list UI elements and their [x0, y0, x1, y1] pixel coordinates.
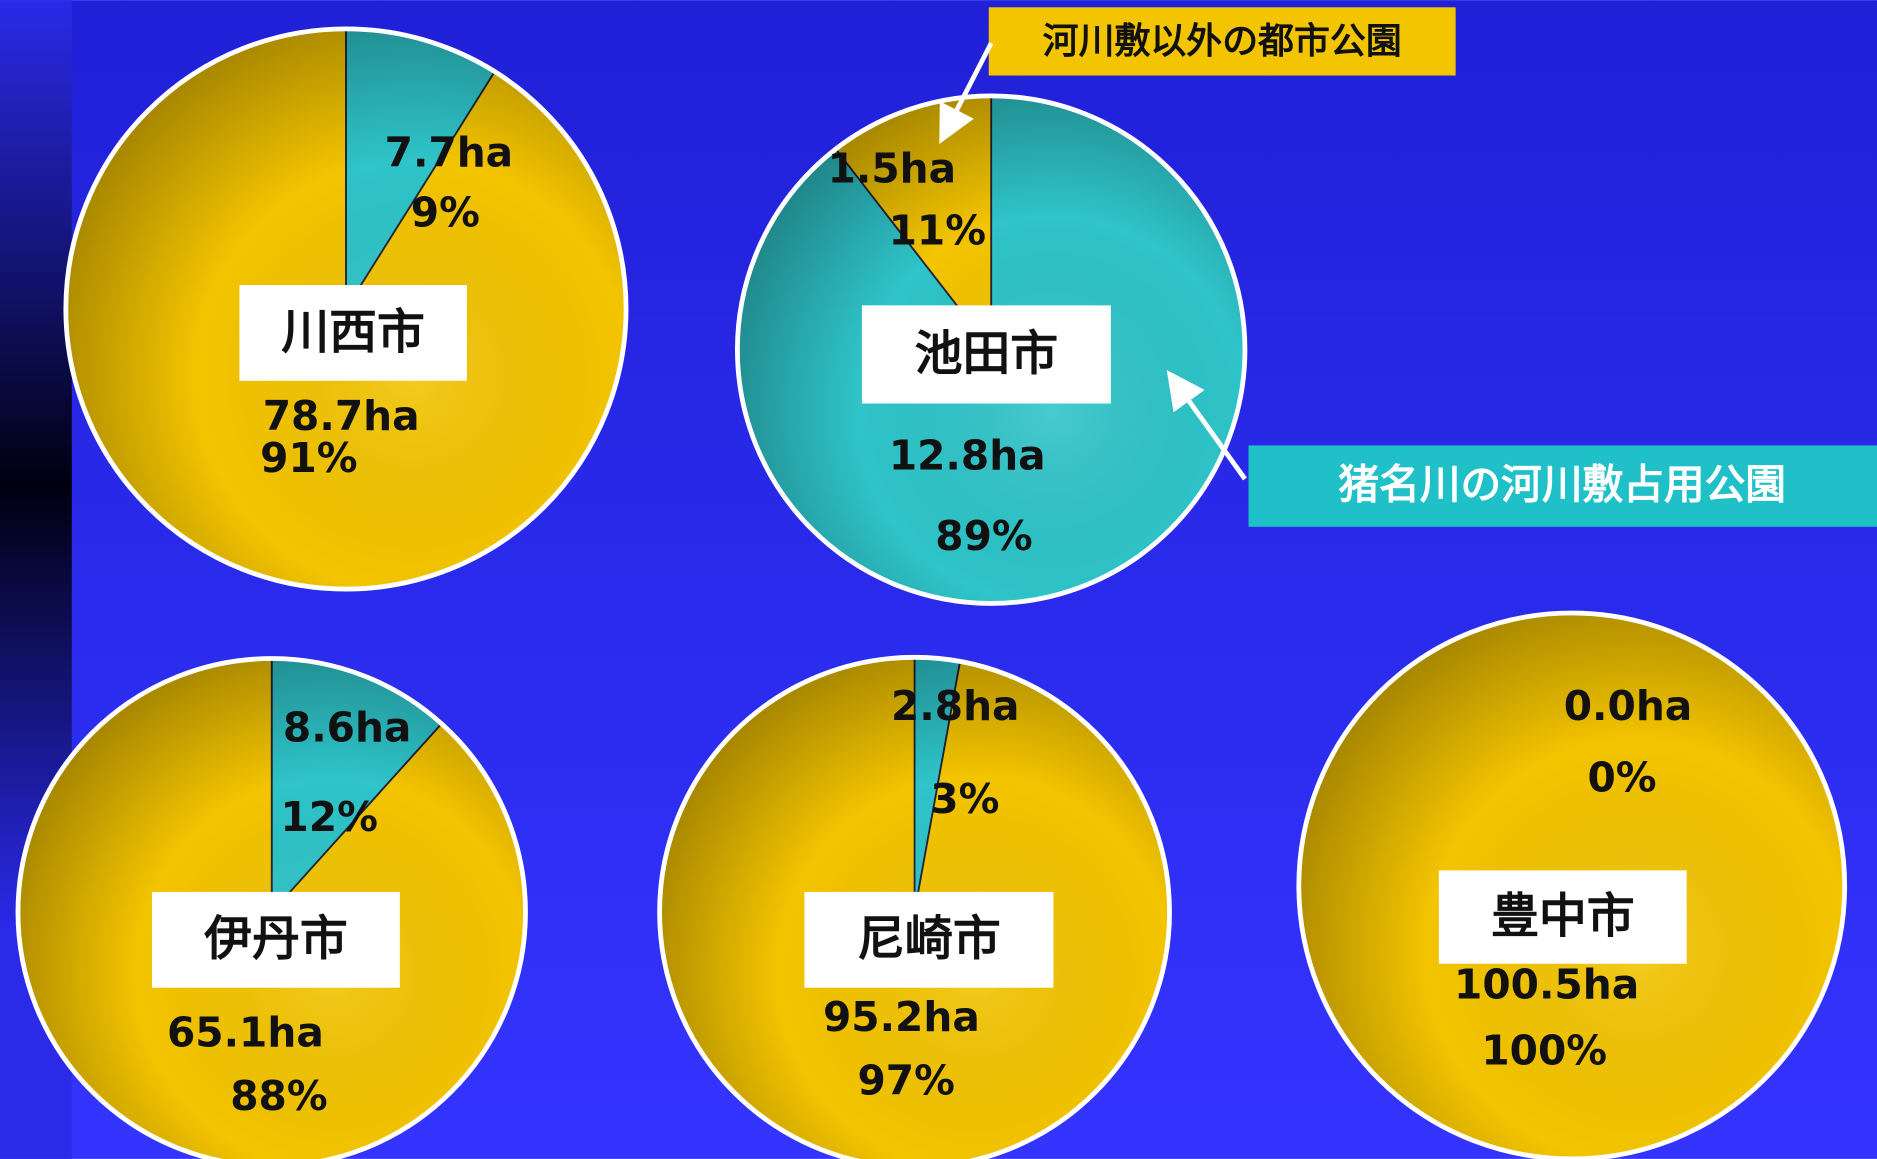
- percent-label: 89%: [935, 512, 1032, 560]
- callout: 猪名川の河川敷占用公園: [1338, 460, 1786, 508]
- pie-title: 池田市: [915, 327, 1059, 382]
- name-box: [239, 285, 467, 381]
- value-label: 100.5ha: [1454, 961, 1639, 1009]
- pie-title: 豊中市: [1491, 889, 1635, 944]
- name-box: [152, 891, 400, 988]
- percent-label: 88%: [230, 1072, 327, 1120]
- value-label: 95.2ha: [823, 993, 980, 1041]
- callout-box: [988, 7, 1456, 76]
- value-label: 65.1ha: [167, 1009, 324, 1057]
- percent-label: 97%: [857, 1056, 954, 1104]
- value-label: 1.5ha: [828, 144, 957, 192]
- name-box: [861, 305, 1111, 404]
- arrow: [1166, 370, 1247, 481]
- percent-label: 11%: [889, 207, 986, 255]
- arrow: [939, 42, 994, 145]
- callout: 河川敷以外の都市公園: [1043, 21, 1402, 62]
- value-label: 78.7ha: [263, 392, 420, 440]
- percent-label: 91%: [260, 434, 357, 482]
- percent-label: 9%: [411, 189, 480, 237]
- pie-title: 伊丹市: [203, 912, 348, 967]
- pie-title: 川西市: [281, 305, 425, 360]
- pie-title: 尼崎市: [857, 912, 1001, 967]
- value-label: 12.8ha: [889, 432, 1046, 480]
- percent-label: 12%: [280, 793, 377, 841]
- name-box: [1438, 870, 1687, 964]
- percent-label: 0%: [1587, 754, 1656, 802]
- percent-label: 3%: [930, 775, 999, 823]
- name-box: [804, 891, 1054, 988]
- callout-box: [1248, 445, 1877, 527]
- value-label: 8.6ha: [283, 703, 412, 751]
- percent-label: 100%: [1481, 1027, 1607, 1075]
- value-label: 7.7ha: [385, 129, 514, 177]
- value-label: 0.0ha: [1564, 682, 1693, 730]
- value-label: 2.8ha: [891, 682, 1020, 730]
